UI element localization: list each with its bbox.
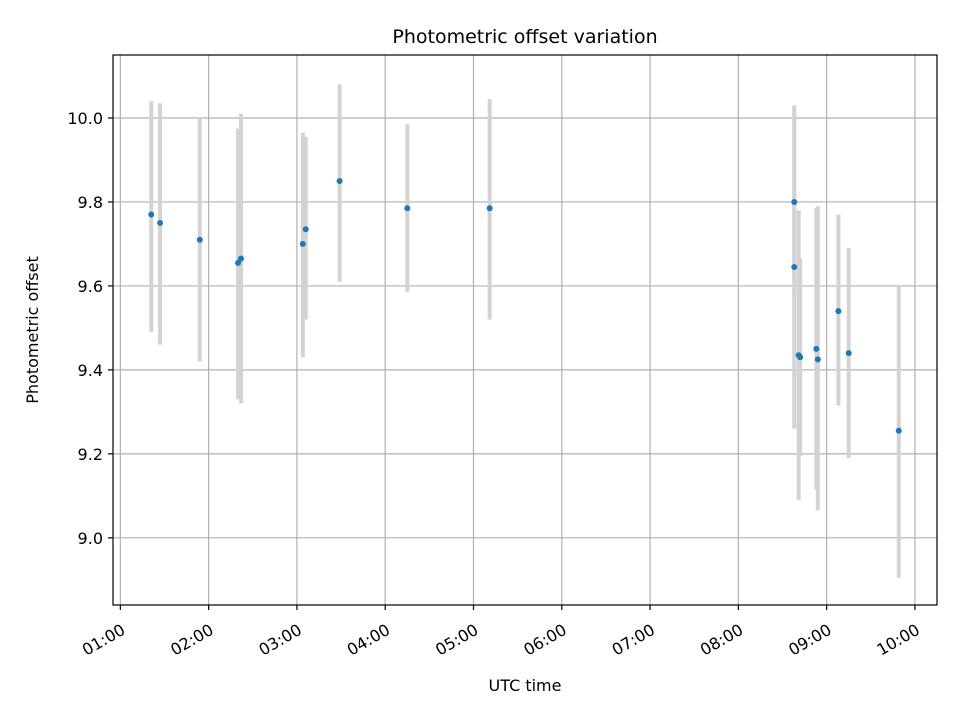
data-point [196, 236, 203, 243]
y-tick-label: 9.2 [78, 445, 103, 464]
data-point [835, 308, 842, 315]
y-tick-label: 9.8 [78, 193, 103, 212]
y-tick-label: 9.6 [78, 277, 103, 296]
chart-title: Photometric offset variation [392, 26, 657, 48]
data-point [845, 350, 852, 357]
data-point [791, 264, 798, 271]
y-tick-label: 9.4 [78, 361, 103, 380]
plot-frame [112, 54, 938, 606]
data-point [299, 240, 306, 247]
data-point [814, 356, 821, 363]
data-point [235, 259, 242, 266]
data-point [302, 226, 309, 233]
data-point [813, 345, 820, 352]
y-axis-title: Photometric offset [23, 256, 42, 404]
data-point [157, 219, 164, 226]
data-point [791, 198, 798, 205]
data-point [238, 255, 245, 262]
data-point [797, 354, 804, 361]
data-point [336, 177, 343, 184]
data-point [895, 427, 902, 434]
y-tick-label: 10.0 [67, 109, 103, 128]
y-tick-label: 9.0 [78, 529, 103, 548]
data-point [486, 205, 493, 212]
x-axis-title: UTC time [489, 676, 562, 695]
data-point [404, 205, 411, 212]
data-point [148, 211, 155, 218]
grid-layer [113, 55, 937, 605]
point-layer [148, 177, 902, 434]
